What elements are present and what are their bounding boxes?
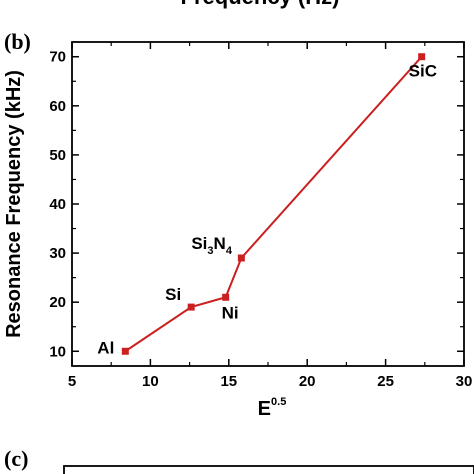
x-axis-title-base: E xyxy=(258,398,271,420)
series-polyline xyxy=(124,56,423,353)
point-label-subscript: 3 xyxy=(207,245,213,257)
x-tick-label: 10 xyxy=(142,373,159,390)
y-tick-label: 10 xyxy=(49,343,66,360)
point-label: Al xyxy=(97,338,114,357)
x-axis-title: E0.5 xyxy=(258,396,287,420)
point-label: SiC xyxy=(409,62,437,81)
point-label-subscript: 4 xyxy=(226,245,233,257)
data-point-marker xyxy=(121,347,129,355)
x-tick-label: 15 xyxy=(220,373,237,390)
data-point-marker xyxy=(237,254,245,262)
x-axis-ticks: 5 10 15 20 25 30 xyxy=(68,42,473,390)
point-label-part: N xyxy=(214,234,226,253)
point-label-part: Si xyxy=(191,234,207,253)
point-label: Si3N4 xyxy=(191,234,232,257)
panel-c-label: (c) xyxy=(4,446,28,471)
data-point-marker xyxy=(418,53,426,61)
point-label: Ni xyxy=(222,303,239,322)
x-tick-label: 20 xyxy=(299,373,316,390)
y-tick-label: 20 xyxy=(49,294,66,311)
y-axis-title: Resonance Frequency (kHz) xyxy=(3,70,25,338)
y-tick-label: 30 xyxy=(49,245,66,262)
y-tick-label: 40 xyxy=(49,196,66,213)
top-title: Frequency (Hz) xyxy=(181,0,340,9)
y-tick-label: 60 xyxy=(49,98,66,115)
plot-frame xyxy=(71,41,465,367)
x-axis-title-exponent: 0.5 xyxy=(271,396,286,408)
x-tick-label: 25 xyxy=(377,373,394,390)
y-tick-label: 50 xyxy=(49,147,66,164)
x-tick-label: 5 xyxy=(68,373,76,390)
y-axis-ticks: 10 20 30 40 50 60 70 xyxy=(49,49,464,360)
point-label: Si xyxy=(165,285,181,304)
y-tick-label: 70 xyxy=(49,49,66,66)
data-point-marker xyxy=(187,303,195,311)
data-point-marker xyxy=(222,293,230,301)
x-tick-label: 30 xyxy=(456,373,473,390)
panel-c-frame xyxy=(63,465,474,474)
panel-b-label: (b) xyxy=(4,29,31,54)
series-line xyxy=(121,53,426,355)
